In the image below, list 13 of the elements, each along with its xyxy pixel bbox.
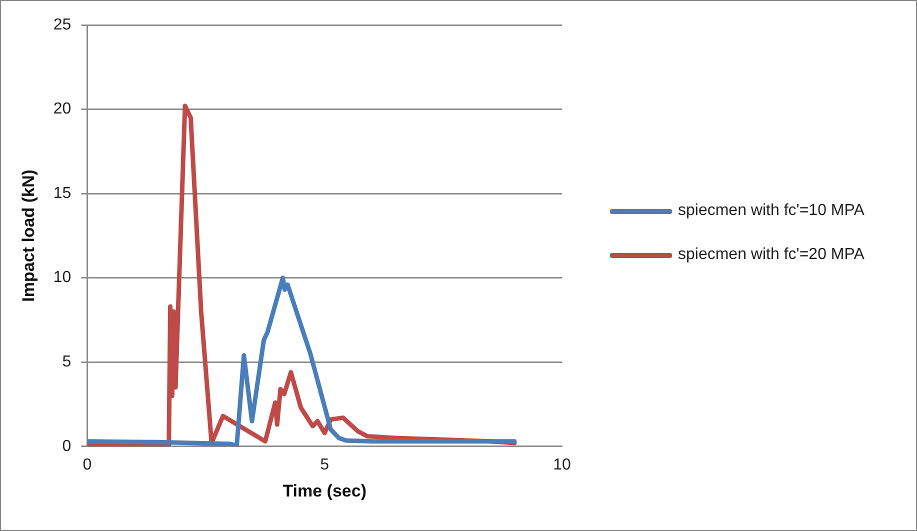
- y-tick-label: 5: [62, 354, 72, 371]
- y-tick-label: 0: [62, 438, 72, 455]
- x-tick-label: 10: [553, 456, 571, 474]
- y-axis-title: Impact load (kN): [18, 170, 38, 302]
- y-tick-label: 25: [53, 16, 72, 34]
- x-axis-title: Time (sec): [282, 481, 366, 500]
- y-tick-label: 15: [53, 184, 72, 202]
- x-tick-label: 5: [320, 456, 330, 474]
- legend-label: spiecmen with fc'=20 MPA: [678, 245, 866, 265]
- x-tick-label: 0: [82, 456, 92, 474]
- y-tick-label: 20: [53, 100, 72, 118]
- legend-label: spiecmen with fc'=10 MPA: [678, 201, 866, 221]
- y-tick-label: 10: [53, 269, 72, 286]
